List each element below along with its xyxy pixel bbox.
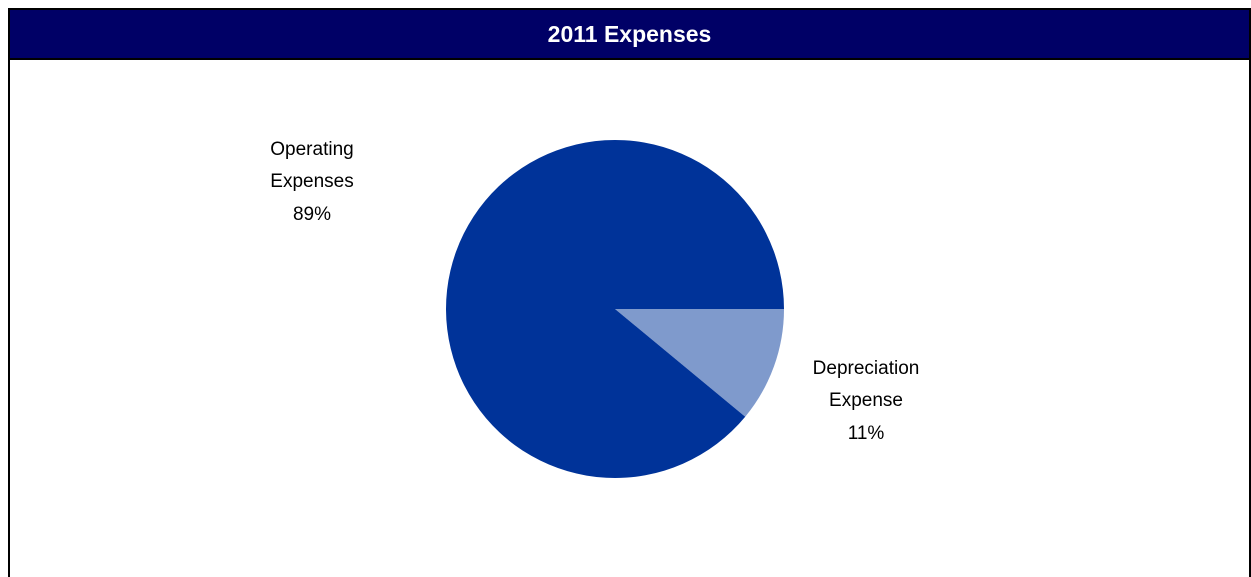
pie-slices xyxy=(446,139,784,478)
pie-slice-depreciation-expense xyxy=(615,309,784,417)
slice-label-operating-line1: Operating xyxy=(270,139,353,160)
slice-label-operating-expenses: Operating Expenses 89% xyxy=(270,139,353,225)
slice-label-depreciation-expense: Depreciation Expense 11% xyxy=(813,358,920,444)
slice-label-depreciation-line1: Depreciation xyxy=(813,358,920,379)
chart-frame: 2011 Expenses xyxy=(8,8,1251,577)
slice-pct-operating: 89% xyxy=(293,204,331,225)
slice-label-operating-line2: Expenses xyxy=(270,171,353,192)
slice-pct-depreciation: 11% xyxy=(848,423,885,444)
chart-title: 2011 Expenses xyxy=(10,10,1249,60)
slice-label-depreciation-line2: Expense xyxy=(829,390,903,411)
pie-slice-operating-expenses xyxy=(446,139,784,478)
